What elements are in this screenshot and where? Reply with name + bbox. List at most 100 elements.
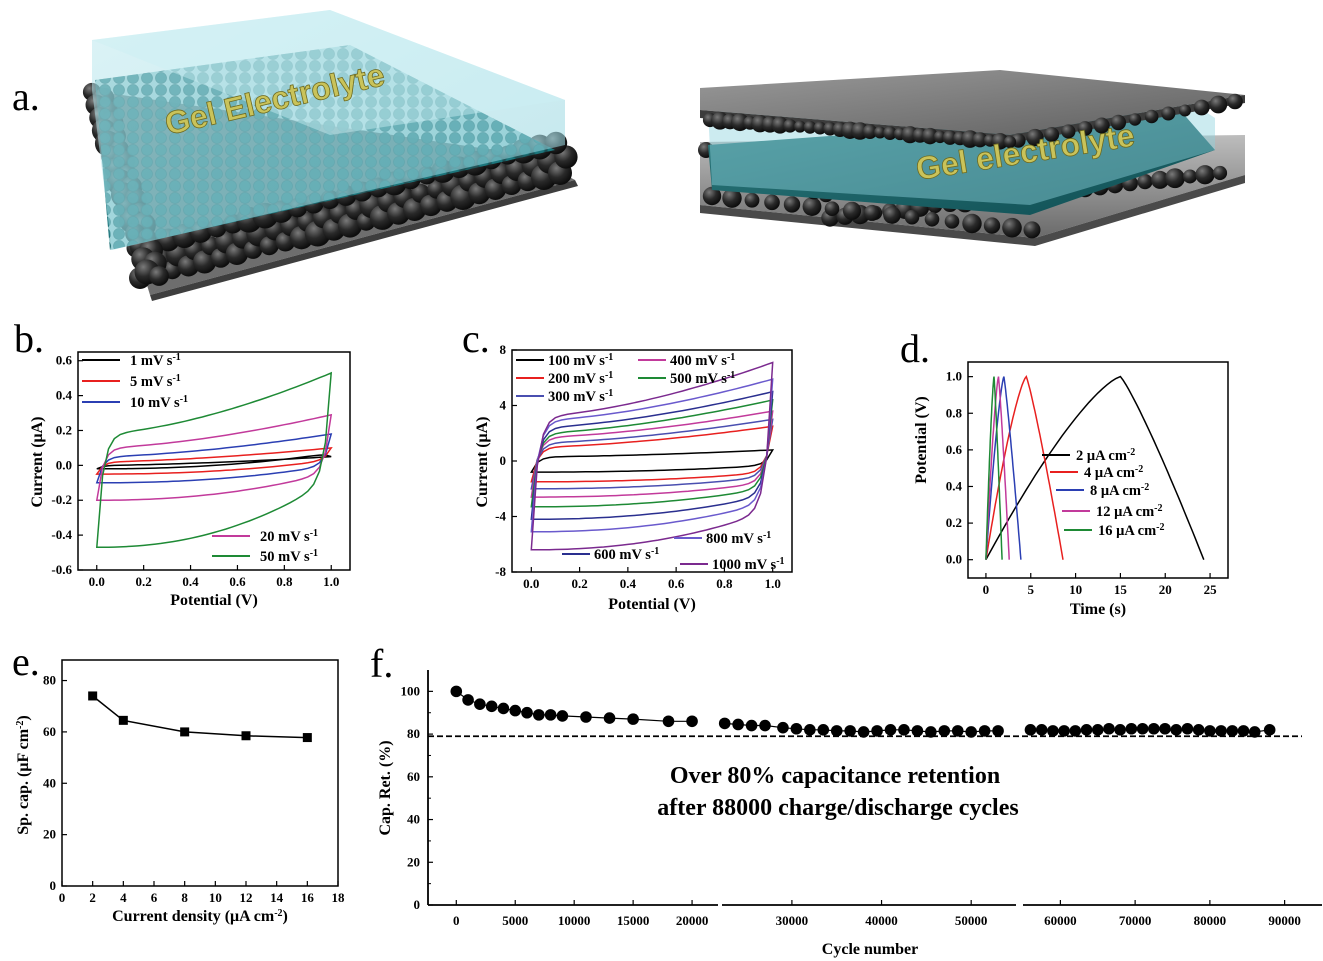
chart-f-xtick-label: 40000 <box>865 913 898 928</box>
chart-f-point <box>777 721 789 734</box>
chart-d-xtick-label: 15 <box>1114 582 1128 597</box>
carbon-particle <box>419 194 442 217</box>
chart-c-xtick-label: 0.6 <box>668 576 685 591</box>
chart-f-point <box>1170 724 1183 736</box>
chart-c-series-5 <box>530 390 774 521</box>
chart-e-xtick-label: 10 <box>209 890 222 905</box>
chart-e-point <box>241 731 251 741</box>
chart-f-point <box>1181 722 1194 735</box>
chart-f-point <box>1136 722 1149 735</box>
right-top-plate <box>700 70 1245 135</box>
carbon-particle <box>983 217 1001 234</box>
right-gel-layer <box>708 110 1215 215</box>
carbon-particle <box>1212 165 1228 181</box>
chart-f-point <box>1263 724 1276 736</box>
chart-c-ytick-label: -4 <box>495 509 506 524</box>
chart-f-point <box>556 710 569 722</box>
carbon-particle <box>864 204 880 221</box>
chart-c-xtick-label: 0.4 <box>620 576 637 591</box>
carbon-particle <box>883 206 901 224</box>
chart-f-xtick-label: 15000 <box>617 913 650 928</box>
carbon-particle <box>991 132 1009 150</box>
panel-a: a. Gel Electrolyte Gel electrolyte <box>12 10 1245 301</box>
carbon-particle <box>813 121 827 135</box>
chart-c-series-4 <box>530 398 774 508</box>
carbon-particle <box>1227 93 1243 110</box>
carbon-particle <box>904 209 920 225</box>
carbon-particle <box>1151 170 1169 189</box>
chart-f-point <box>898 724 910 736</box>
carbon-particle <box>794 120 806 133</box>
carbon-particle <box>942 130 958 145</box>
carbon-particle <box>1137 174 1153 190</box>
chart-f-xtick-label: 90000 <box>1268 913 1301 928</box>
chart-d-xlabel: Time (s) <box>1070 601 1126 618</box>
chart-f-xtick-label: 0 <box>453 913 460 928</box>
chart-f-ylabel: Cap. Ret. (%) <box>377 740 394 835</box>
chart-d-xtick-label: 5 <box>1028 582 1035 597</box>
panel-label-c: c. <box>462 316 490 361</box>
chart-b-xtick-label: 0.0 <box>89 574 105 589</box>
chart-b-series-2 <box>95 433 333 484</box>
chart-f-point <box>1091 724 1104 736</box>
carbon-particle <box>921 127 939 145</box>
chart-f-point <box>580 711 592 723</box>
chart-b-ytick-label: -0.6 <box>51 562 72 577</box>
chart-f-point <box>1192 724 1205 736</box>
chart-b-legend-label: 5 mV s-1 <box>130 373 181 391</box>
chart-f-point <box>817 724 830 736</box>
chart-c-series-6 <box>530 378 774 533</box>
chart-e-point <box>180 727 190 737</box>
chart-b-xlabel: Potential (V) <box>170 592 258 609</box>
chart-f-point <box>925 726 937 738</box>
chart-f-xtick-label: 60000 <box>1044 913 1077 928</box>
chart-c-legend-label: 100 mV s-1 <box>548 352 613 370</box>
chart-f-point <box>1069 725 1082 737</box>
chart-c-legend-label: 600 mV s-1 <box>594 546 659 564</box>
chart-f-point <box>509 704 522 717</box>
carbon-particle <box>1179 104 1191 117</box>
chart-e-xtick-label: 4 <box>120 890 127 905</box>
chart-b-series-4 <box>95 371 333 549</box>
carbon-particle <box>1002 217 1022 238</box>
chart-b-frame <box>77 351 351 571</box>
chart-c-legend-label: 1000 mV s-1 <box>712 556 785 574</box>
chart-f-point <box>978 725 991 737</box>
chart-c-xtick-label: 1.0 <box>765 576 781 591</box>
chart-f-point <box>857 726 870 738</box>
carbon-particle <box>1023 221 1041 239</box>
chart-e-xtick-label: 0 <box>59 890 66 905</box>
chart-c-ytick-label: 8 <box>500 342 507 357</box>
chart-f-point <box>662 715 675 728</box>
carbon-particle <box>824 201 840 216</box>
carbon-particle <box>764 194 780 211</box>
chart-f-point <box>951 725 964 737</box>
chart-b: -0.6 -0.4 -0.2 0.0 0.2 0.4 0.6 0.0 0.2 0.4 0.6 0.8 1… <box>29 351 351 609</box>
carbon-particle <box>1061 124 1076 139</box>
chart-c-series-0 <box>529 449 775 473</box>
chart-d-xtick-label: 0 <box>983 582 990 597</box>
chart-b-ytick-label: 0.6 <box>56 353 73 368</box>
chart-f-point <box>1103 722 1115 735</box>
chart-b-series-1 <box>95 446 333 475</box>
carbon-particle <box>1026 128 1044 147</box>
chart-c-ytick-label: -8 <box>495 564 506 579</box>
panel-label-a: a. <box>12 74 40 119</box>
carbon-particle <box>149 266 169 286</box>
chart-e-xtick-label: 16 <box>301 890 315 905</box>
chart-b-xtick-label: 0.8 <box>276 574 293 589</box>
chart-f-xtick-label: 5000 <box>502 913 528 928</box>
chart-e-xtick-label: 8 <box>181 890 188 905</box>
carbon-particle <box>802 197 822 216</box>
carbon-particle <box>1044 127 1060 142</box>
device-left: Gel Electrolyte <box>82 10 578 301</box>
carbon-particle <box>744 192 760 208</box>
panel-label-e: e. <box>12 639 40 684</box>
chart-b-xtick-label: 0.2 <box>136 574 152 589</box>
chart-f-ytick-label: 0 <box>414 897 421 912</box>
chart-f-ytick-label: 80 <box>407 726 420 741</box>
chart-f-point <box>759 719 771 732</box>
chart-f-xtick-label: 50000 <box>955 913 988 928</box>
chart-b-series-3 <box>95 413 333 501</box>
chart-b-legend-label: 20 mV s-1 <box>260 528 318 546</box>
